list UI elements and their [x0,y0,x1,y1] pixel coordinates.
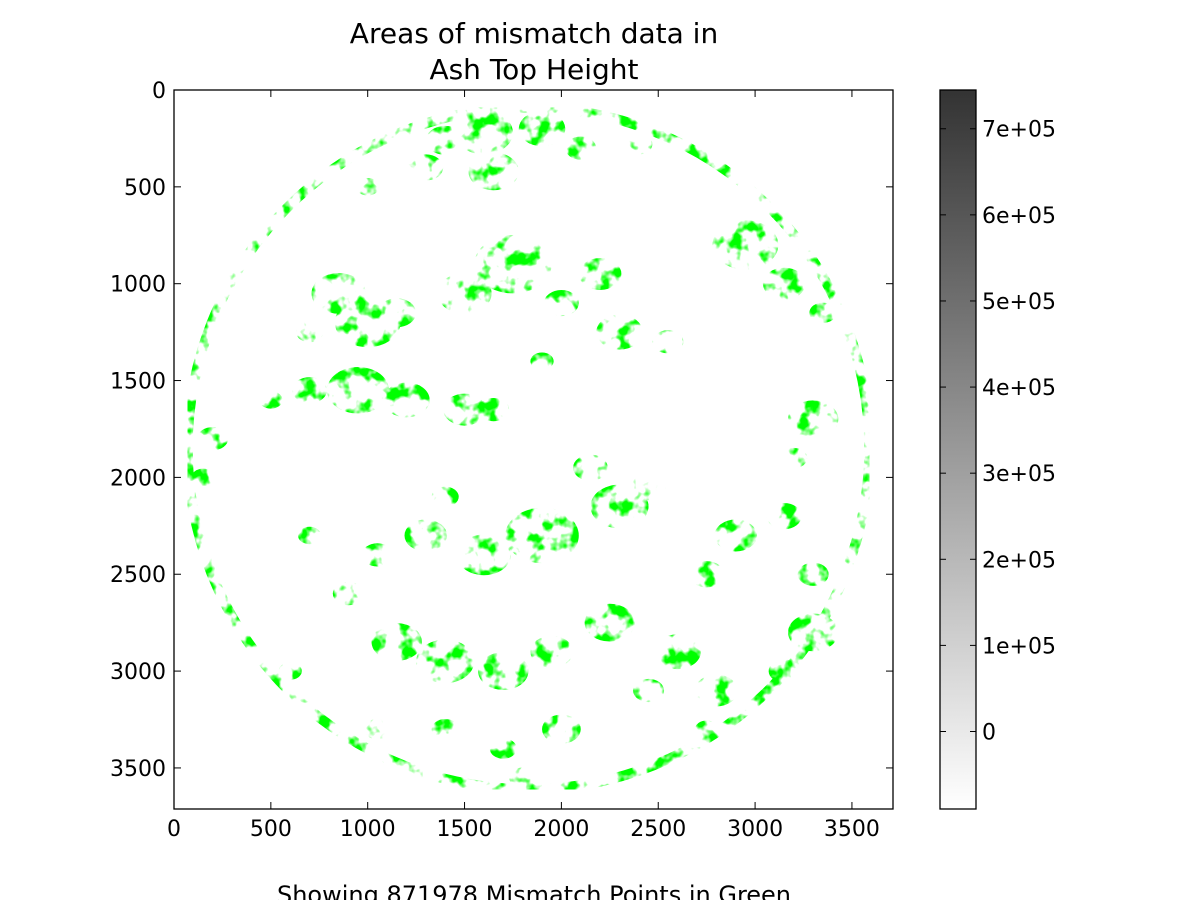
mismatch-image [174,90,893,809]
y-axis: 0 500 1000 1500 2000 2500 3000 3500 [110,79,893,782]
mismatch-region-25 [259,391,283,409]
y-tick-label-7: 3500 [110,757,166,782]
mismatch-region-29 [780,447,808,469]
colorbar-tick-label-6: 6e+05 [982,204,1056,229]
mismatch-region-59 [363,719,391,740]
x-tick-label-1: 500 [250,817,292,842]
mismatch-region-17 [296,321,324,343]
mismatch-region-5 [565,136,597,160]
mismatch-region-57 [489,738,517,759]
x-tick-label-4: 2000 [533,817,589,842]
mismatch-region-33 [590,484,649,529]
mismatch-region-19 [596,314,643,350]
mismatch-region-6 [356,178,380,196]
y-tick-label-5: 2500 [110,563,166,588]
x-tick-label-2: 1000 [340,817,396,842]
mismatch-region-22 [292,377,328,404]
mismatch-region-14 [543,289,579,317]
mismatch-region-53 [654,634,701,670]
mismatch-region-26 [443,393,486,426]
colorbar-ticks: 0 1e+05 2e+05 3e+05 4e+05 5e+05 6e+05 7e+05 [940,118,1056,746]
mismatch-region-9 [762,267,806,300]
colorbar-tick-label-4: 4e+05 [982,376,1056,401]
y-tick-label-4: 2000 [110,466,166,491]
mismatch-region-44 [689,561,725,588]
mismatch-region-0 [454,110,513,155]
x-axis-label: Showing 871978 Mismatch Points in Green [277,881,791,900]
mismatch-region-2 [425,125,465,155]
mismatch-region-37 [404,519,448,552]
mismatch-region-27 [478,397,510,422]
mismatch-region-39 [431,486,459,507]
mismatch-region-38 [361,543,393,567]
mismatch-region-42 [766,503,802,530]
mismatch-region-52 [584,603,635,642]
colorbar-tick-label-0: 0 [982,721,996,746]
mismatch-region-23 [327,366,390,414]
mismatch-region-10 [809,302,837,323]
colorbar-tick-label-7: 7e+05 [982,118,1056,143]
mismatch-region-30 [197,427,229,451]
mismatch-region-60 [509,767,537,788]
mismatch-region-24 [383,382,430,418]
y-tick-label-0: 0 [152,79,166,104]
mismatch-region-12 [437,273,492,314]
mismatch-region-40 [332,581,364,606]
mismatch-points-layer [182,102,875,795]
mismatch-region-11 [474,235,552,294]
colorbar-tick-label-2: 2e+05 [982,548,1056,573]
y-tick-label-6: 3000 [110,660,166,685]
mismatch-region-58 [431,719,459,740]
mismatch-region-13 [578,258,622,290]
mismatch-region-8 [712,220,779,270]
plot-area-frame [173,89,894,810]
colorbar-tick-label-5: 5e+05 [982,290,1056,315]
colorbar [939,89,977,810]
mismatch-region-48 [371,623,422,661]
mismatch-region-51 [530,635,574,668]
mismatch-region-34 [631,474,666,501]
mismatch-region-35 [505,507,579,564]
mismatch-region-3 [468,152,519,191]
mismatch-region-49 [416,639,475,684]
colorbar-tick-label-3: 3e+05 [982,462,1056,487]
x-axis: 0 500 1000 1500 2000 2500 3000 3500 [167,90,880,842]
x-tick-label-0: 0 [167,817,181,842]
chart-title-line-2: Ash Top Height [429,53,638,86]
y-tick-label-3: 1500 [110,370,166,395]
mismatch-region-4 [408,154,444,181]
mismatch-region-28 [788,400,839,439]
colorbar-tick-label-1: 1e+05 [982,634,1056,659]
mismatch-region-31 [191,468,215,487]
mismatch-region-50 [478,652,529,690]
x-tick-label-6: 3000 [727,817,783,842]
y-tick-label-2: 1000 [110,273,166,298]
mismatch-region-36 [456,534,512,576]
mismatch-region-1 [518,111,566,147]
mismatch-region-54 [695,674,738,707]
mismatch-region-43 [714,519,758,552]
mismatch-region-41 [297,526,322,545]
mismatch-region-21 [530,352,554,370]
chart-title-line-1: Areas of mismatch data in [350,17,718,50]
x-tick-label-7: 3500 [824,817,880,842]
x-tick-label-3: 1500 [437,817,493,842]
y-tick-label-1: 500 [124,176,166,201]
mismatch-region-7 [625,134,653,155]
mismatch-region-20 [652,330,684,354]
x-tick-label-5: 2500 [630,817,686,842]
mismatch-region-55 [633,678,665,703]
mismatch-region-18 [377,298,417,328]
mismatch-region-56 [542,714,581,744]
mismatch-region-62 [278,662,302,680]
disk-edge-mismatch [182,102,875,795]
mismatch-region-32 [573,454,608,481]
mismatch-region-45 [797,562,829,586]
